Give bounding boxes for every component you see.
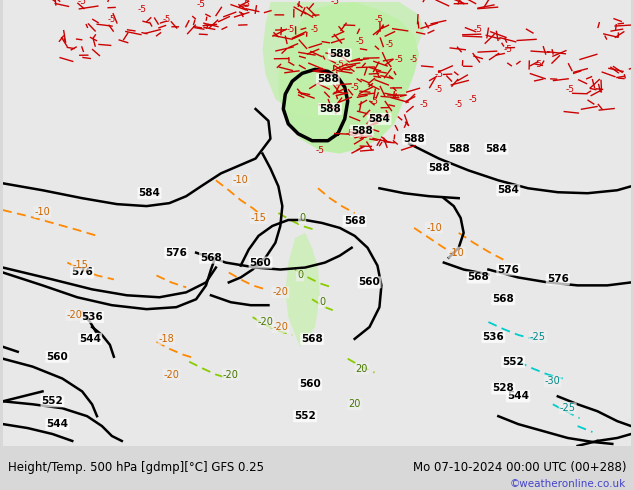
Text: 588: 588 [403,134,425,144]
Text: -5: -5 [385,40,394,49]
Text: -20: -20 [223,369,239,380]
Text: -5: -5 [311,25,319,34]
Text: 576: 576 [165,247,187,258]
Text: -5: -5 [241,0,250,9]
Text: 544: 544 [79,334,101,344]
Text: 20: 20 [356,364,368,373]
Text: 552: 552 [294,411,316,421]
Text: -5: -5 [286,25,294,34]
Text: -15: -15 [250,213,266,223]
Text: 536: 536 [482,332,504,342]
Text: -5: -5 [410,55,418,64]
Text: -20: -20 [164,369,179,380]
Text: 584: 584 [139,188,160,198]
Text: Height/Temp. 500 hPa [gdmp][°C] GFS 0.25: Height/Temp. 500 hPa [gdmp][°C] GFS 0.25 [8,461,264,474]
Text: 544: 544 [46,419,68,429]
Text: 568: 568 [344,216,366,226]
Text: 588: 588 [448,144,470,154]
Text: -5: -5 [435,85,443,94]
Text: -10: -10 [449,247,465,258]
Text: -15: -15 [72,260,88,270]
Text: -5: -5 [355,37,364,46]
Text: -20: -20 [257,317,273,327]
Text: -5: -5 [533,60,543,69]
Text: 588: 588 [351,126,372,136]
Text: -18: -18 [158,334,174,344]
Text: -20: -20 [273,322,288,332]
Text: -5: -5 [434,70,443,79]
Text: 560: 560 [299,379,321,390]
Bar [3,473,631,490]
Text: -5: -5 [395,55,404,64]
Text: -5: -5 [370,97,379,105]
Text: -25: -25 [560,403,576,413]
Text: 552: 552 [502,357,524,367]
Text: 560: 560 [46,352,68,362]
Text: -5: -5 [504,45,513,54]
Text: -5: -5 [565,85,574,94]
Text: 584: 584 [497,185,519,195]
Text: -5: -5 [350,83,359,92]
Text: -5: -5 [469,95,478,103]
Text: -30: -30 [545,376,560,387]
Text: -5: -5 [375,15,384,24]
Text: -5: -5 [335,60,344,69]
Text: 568: 568 [468,272,489,282]
Text: 588: 588 [317,74,339,84]
Text: Mo 07-10-2024 00:00 UTC (00+288): Mo 07-10-2024 00:00 UTC (00+288) [413,461,626,474]
Text: 568: 568 [200,253,222,263]
Text: -10: -10 [233,175,249,185]
Text: 576: 576 [547,274,569,284]
Text: 528: 528 [493,384,514,393]
Text: -25: -25 [530,332,546,342]
Text: 576: 576 [497,265,519,274]
Text: 536: 536 [81,312,103,322]
Polygon shape [285,233,320,347]
Text: 588: 588 [319,104,340,114]
Text: -5: -5 [77,0,87,6]
Polygon shape [262,2,424,119]
Text: -5: -5 [330,0,339,6]
Text: -5: -5 [197,0,205,9]
Text: 568: 568 [493,294,514,304]
Text: -5: -5 [455,99,463,109]
Text: -10: -10 [35,207,50,217]
Text: 588: 588 [329,49,351,59]
Text: -5: -5 [162,15,171,24]
Text: 0: 0 [319,297,325,307]
Text: -5: -5 [316,146,325,155]
Text: -5: -5 [474,25,483,34]
Text: 20: 20 [349,399,361,409]
Text: -5: -5 [137,5,146,14]
Text: 576: 576 [71,268,93,277]
Text: 552: 552 [42,396,63,406]
Text: 568: 568 [301,334,323,344]
Text: -5: -5 [345,129,354,138]
Text: -20: -20 [273,287,288,297]
Text: -5: -5 [420,99,429,109]
Text: 560: 560 [250,258,271,268]
Text: 0: 0 [299,213,305,223]
Polygon shape [278,2,419,153]
Text: 584: 584 [486,144,507,154]
Text: 544: 544 [507,392,529,401]
Text: 588: 588 [428,164,450,173]
Text: 584: 584 [368,114,391,124]
Text: -10: -10 [426,223,442,233]
Text: 560: 560 [359,277,380,288]
Text: -20: -20 [67,310,82,320]
Text: -5: -5 [108,15,116,24]
Text: ©weatheronline.co.uk: ©weatheronline.co.uk [510,479,626,489]
Text: 0: 0 [297,270,303,280]
